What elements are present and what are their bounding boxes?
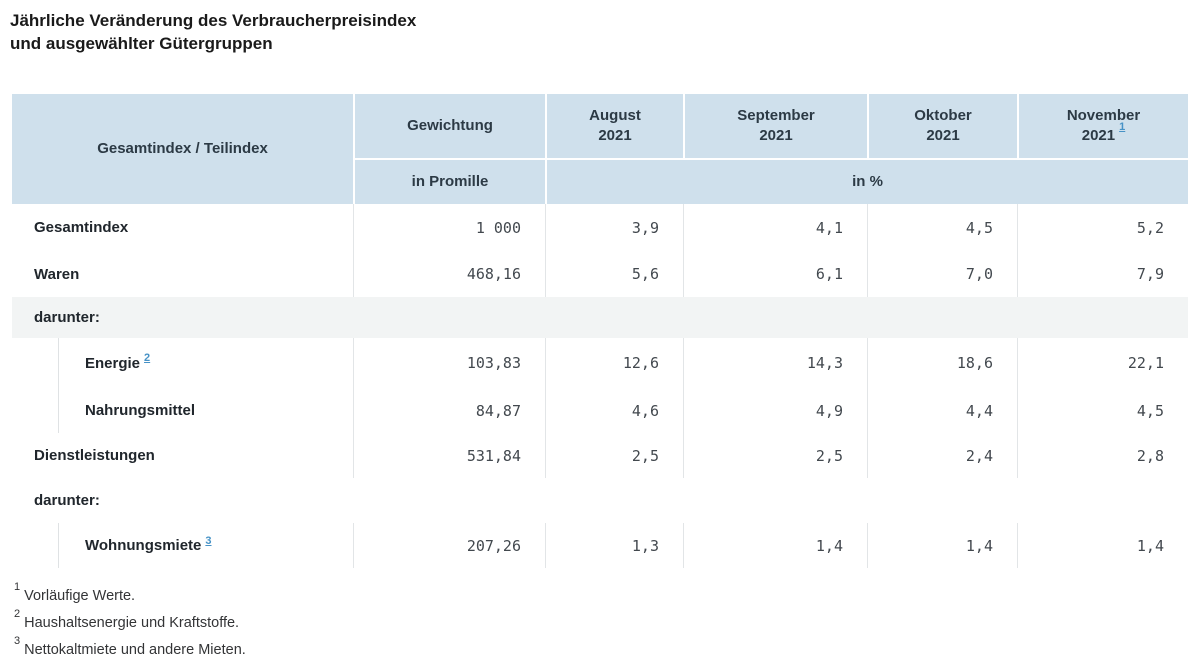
cell-august: 1,3 (545, 523, 683, 568)
footnote-link-1[interactable]: 1 (1119, 121, 1126, 133)
table-row-dienstleistungen: Dienstleistungen 531,84 2,5 2,5 2,4 2,8 (12, 433, 1188, 478)
cell-oktober: 7,0 (867, 251, 1017, 297)
footnote-3-text: Nettokaltmiete und andere Mieten. (24, 641, 246, 658)
row-label: Waren (34, 265, 80, 283)
indent-guide: Nahrungsmittel (58, 388, 195, 433)
footnote-2: 2Haushaltsenergie und Kraftstoffe. (14, 607, 1200, 634)
footnotes: 1Vorläufige Werte. 2Haushaltsenergie und… (14, 580, 1200, 660)
table-row-wohnungsmiete: Wohnungsmiete 3 207,26 1,3 1,4 1,4 1,4 (12, 523, 1188, 568)
section-label: darunter: (34, 309, 100, 326)
header-cell-gewichtung: Gewichtung (353, 94, 545, 158)
indent-guide: Energie 2 (58, 338, 150, 388)
cell-august: 12,6 (545, 338, 683, 388)
footnote-1-text: Vorläufige Werte. (24, 587, 136, 604)
cell-september: 2,5 (683, 433, 867, 478)
cell-oktober: 4,5 (867, 204, 1017, 251)
footnote-2-marker: 2 (14, 607, 21, 620)
cell-november: 1,4 (1017, 523, 1188, 568)
table-row-nahrungsmittel: Nahrungsmittel 84,87 4,6 4,9 4,4 4,5 (12, 388, 1188, 433)
cell-november: 7,9 (1017, 251, 1188, 297)
section-row-darunter-waren: darunter: (12, 297, 1188, 338)
cell-oktober: 4,4 (867, 388, 1017, 433)
cell-november: 5,2 (1017, 204, 1188, 251)
indent-guide: Wohnungsmiete 3 (58, 523, 212, 568)
row-label: Dienstleistungen (34, 447, 155, 464)
cell-november: 2,8 (1017, 433, 1188, 478)
header-cell-november: November 2021 1 (1017, 94, 1188, 158)
page-title: Jährliche Veränderung des Verbraucherpre… (0, 0, 1200, 55)
cell-september: 4,1 (683, 204, 867, 251)
cell-gewichtung: 1 000 (353, 204, 545, 251)
section-row-darunter-dienstleistungen: darunter: (12, 478, 1188, 523)
cell-gewichtung: 531,84 (353, 433, 545, 478)
cell-september: 6,1 (683, 251, 867, 297)
table-row-gesamtindex: Gesamtindex 1 000 3,9 4,1 4,5 5,2 (12, 204, 1188, 251)
cell-september: 14,3 (683, 338, 867, 388)
title-line-1: Jährliche Veränderung des Verbraucherpre… (10, 11, 417, 30)
table-row-energie: Energie 2 103,83 12,6 14,3 18,6 22,1 (12, 338, 1188, 388)
footnote-1: 1Vorläufige Werte. (14, 580, 1200, 607)
cell-september: 4,9 (683, 388, 867, 433)
header-cell-in-promille: in Promille (353, 158, 545, 204)
cell-oktober: 1,4 (867, 523, 1017, 568)
cell-september: 1,4 (683, 523, 867, 568)
row-label: Wohnungsmiete (85, 537, 202, 554)
cell-august: 2,5 (545, 433, 683, 478)
cell-gewichtung: 207,26 (353, 523, 545, 568)
cell-gewichtung: 103,83 (353, 338, 545, 388)
cell-gewichtung: 84,87 (353, 388, 545, 433)
row-label: Energie (85, 354, 141, 372)
cell-november: 4,5 (1017, 388, 1188, 433)
cpi-table: Gesamtindex / Teilindex Gewichtung Augus… (12, 94, 1188, 568)
header-cell-august: August 2021 (545, 94, 683, 158)
row-label: Gesamtindex (34, 219, 129, 236)
row-label: Nahrungsmittel (85, 402, 196, 419)
cell-august: 3,9 (545, 204, 683, 251)
table-header: Gesamtindex / Teilindex Gewichtung Augus… (12, 94, 1188, 204)
cell-august: 5,6 (545, 251, 683, 297)
footnote-3: 3Nettokaltmiete und andere Mieten. (14, 634, 1200, 661)
cell-november: 22,1 (1017, 338, 1188, 388)
header-cell-oktober: Oktober 2021 (867, 94, 1017, 158)
section-label: darunter: (34, 492, 100, 509)
title-line-2: und ausgewählter Gütergruppen (10, 34, 273, 53)
header-cell-index: Gesamtindex / Teilindex (12, 94, 353, 204)
cell-oktober: 2,4 (867, 433, 1017, 478)
table-row-waren: Waren 468,16 5,6 6,1 7,0 7,9 (12, 251, 1188, 297)
header-cell-in-percent: in % (545, 158, 1188, 204)
cell-august: 4,6 (545, 388, 683, 433)
header-cell-september: September 2021 (683, 94, 867, 158)
footnote-2-text: Haushaltsenergie und Kraftstoffe. (24, 614, 240, 631)
footnote-3-marker: 3 (14, 634, 21, 647)
footnote-1-marker: 1 (14, 581, 21, 593)
cell-gewichtung: 468,16 (353, 251, 545, 297)
cell-oktober: 18,6 (867, 338, 1017, 388)
